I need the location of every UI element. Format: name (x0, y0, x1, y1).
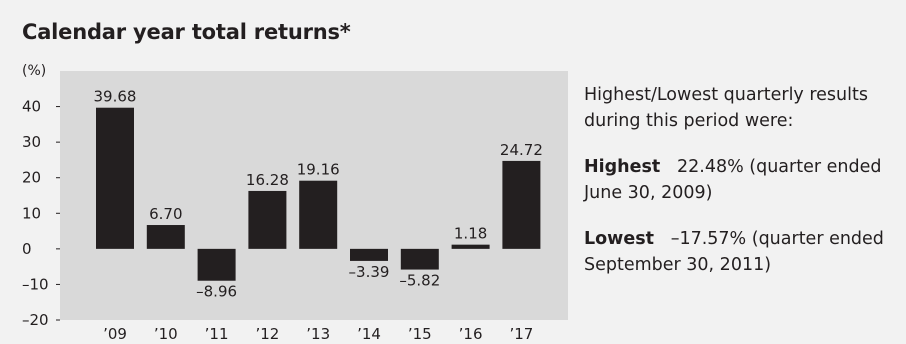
quarterly-results-intro: Highest/Lowest quarterly results during … (584, 85, 868, 131)
data-label: –3.39 (349, 263, 390, 281)
y-tick-label: –20 (22, 311, 49, 329)
bar (299, 180, 338, 249)
x-tick-label: ’09 (103, 325, 127, 343)
bar (451, 244, 490, 249)
quarterly-results-note: Highest/Lowest quarterly results during … (584, 82, 900, 298)
x-tick-label: ’16 (459, 325, 483, 343)
data-label: 1.18 (454, 225, 487, 243)
y-tick-label: 30 (22, 133, 41, 151)
lowest-result: Lowest –17.57% (quarter ended September … (584, 226, 900, 278)
x-tick-label: ’13 (306, 325, 330, 343)
y-tick-label: 20 (22, 169, 41, 187)
y-tick-label: 40 (22, 98, 41, 116)
data-label: 6.70 (149, 205, 182, 223)
chart-title: Calendar year total returns* (22, 20, 351, 44)
y-tick-label: 10 (22, 204, 41, 222)
lowest-text: –17.57% (quarter ended September 30, 201… (584, 229, 884, 275)
bar (400, 248, 439, 270)
x-tick-label: ’15 (408, 325, 432, 343)
data-label: 24.72 (500, 141, 543, 159)
data-label: –8.96 (196, 283, 237, 301)
y-axis-unit: (%) (22, 63, 47, 79)
x-tick-label: ’14 (357, 325, 381, 343)
bar (146, 225, 185, 249)
x-tick-label: ’17 (509, 325, 533, 343)
bar (248, 190, 287, 249)
x-tick-label: ’12 (255, 325, 279, 343)
data-label: 16.28 (246, 171, 289, 189)
bar (502, 160, 541, 249)
x-tick-label: ’10 (154, 325, 178, 343)
highest-result: Highest 22.48% (quarter ended June 30, 2… (584, 154, 900, 206)
lowest-label: Lowest (584, 229, 654, 249)
y-tick-label: –10 (22, 275, 49, 293)
x-tick-label: ’11 (205, 325, 229, 343)
bar (197, 248, 236, 281)
bar (350, 248, 388, 261)
data-label: 39.68 (94, 88, 137, 106)
data-label: –5.82 (399, 272, 440, 290)
data-label: 19.16 (297, 161, 340, 179)
highest-label: Highest (584, 157, 661, 177)
bar (96, 107, 134, 249)
highest-text: 22.48% (quarter ended June 30, 2009) (584, 157, 882, 203)
y-tick-label: 0 (22, 240, 32, 258)
bar-chart: 40 30 20 10 0 –10 –20 39.68 ’09 6.70 ’10 –8.96 ’11 16… (22, 71, 568, 343)
